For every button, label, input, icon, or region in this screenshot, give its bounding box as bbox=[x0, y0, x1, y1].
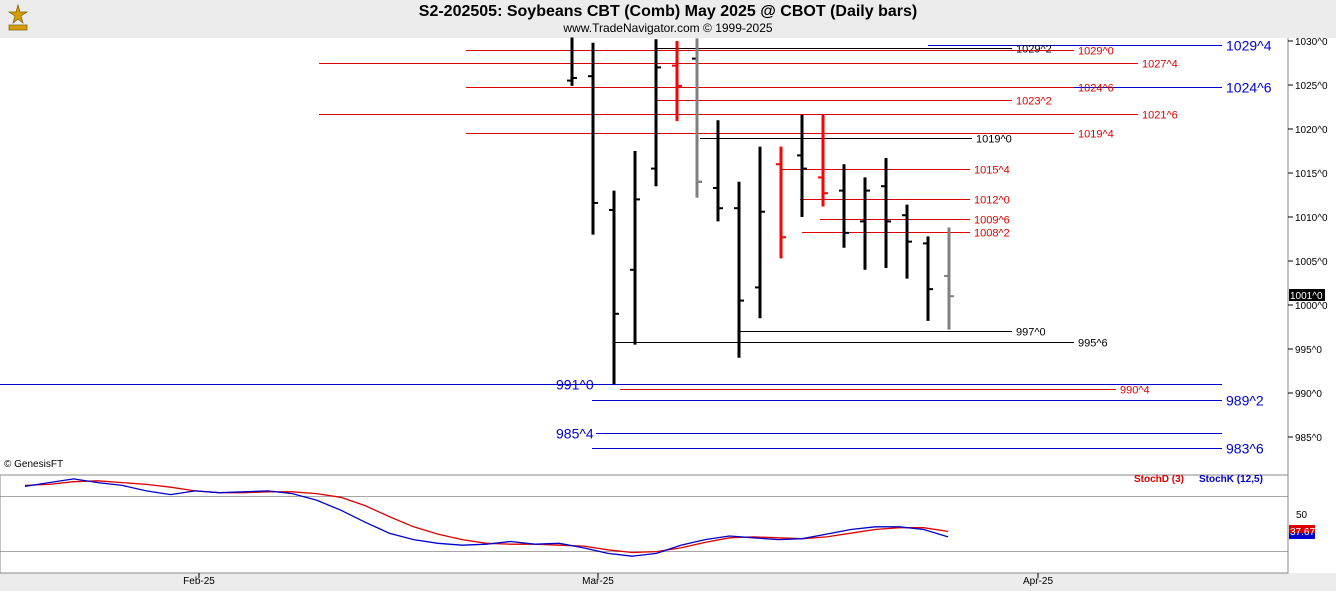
copyright-label: © GenesisFT bbox=[4, 459, 63, 470]
ohlc-bar bbox=[588, 42, 598, 235]
date-label: Feb-25 bbox=[183, 576, 215, 587]
price-axis bbox=[1288, 38, 1336, 475]
ohlc-bar bbox=[713, 120, 723, 222]
price-tick-label: 990^0 bbox=[1295, 389, 1322, 400]
chart-header: S2-202505: Soybeans CBT (Comb) May 2025 … bbox=[0, 0, 1336, 38]
stoch-last-label: 37.67 bbox=[1290, 527, 1315, 538]
ohlc-bar bbox=[567, 37, 577, 86]
price-bars bbox=[567, 37, 954, 385]
stoch-panel bbox=[0, 474, 1289, 574]
ohlc-bar bbox=[797, 114, 807, 217]
level-label: 985^4 bbox=[556, 426, 594, 442]
ohlc-bar bbox=[944, 227, 954, 330]
ohlc-bar bbox=[630, 151, 640, 345]
legend-stochd: StochD (3) bbox=[1134, 474, 1184, 485]
ohlc-bar bbox=[651, 39, 661, 187]
ohlc-bar bbox=[860, 177, 870, 270]
price-tick-label: 1005^0 bbox=[1295, 257, 1328, 268]
price-tick-label: 1000^0 bbox=[1295, 301, 1328, 312]
price-levels: 1029^4 1029^2 1029^0 1027^4 1024^6 1024^6 1023… bbox=[0, 38, 1272, 457]
level-label: 991^0 bbox=[556, 377, 594, 393]
level-label: 989^2 bbox=[1226, 393, 1264, 409]
ohlc-bar bbox=[609, 190, 619, 385]
logo-icon bbox=[3, 3, 33, 33]
price-tick-label: 985^0 bbox=[1295, 433, 1322, 444]
price-tick-label: 1030^0 bbox=[1295, 37, 1328, 48]
legend-stochk: StochK (12,5) bbox=[1199, 474, 1263, 485]
price-tick-label: 1010^0 bbox=[1295, 213, 1328, 224]
ohlc-bar bbox=[839, 164, 849, 248]
last-price-label: 1001^0 bbox=[1290, 291, 1323, 302]
stochk-line bbox=[24, 478, 949, 557]
price-tick-label: 1015^0 bbox=[1295, 169, 1328, 180]
ohlc-bar bbox=[902, 204, 912, 279]
level-label: 983^6 bbox=[1226, 441, 1264, 457]
level-label: 1019^0 bbox=[976, 134, 1012, 146]
ohlc-bar bbox=[818, 114, 828, 207]
ohlc-bar bbox=[672, 41, 682, 122]
chart-title: S2-202505: Soybeans CBT (Comb) May 2025 … bbox=[418, 3, 918, 20]
date-axis: Feb-25 Mar-25 Apr-25 bbox=[183, 573, 1053, 587]
ohlc-bar bbox=[776, 146, 786, 259]
price-axis-ticks: 1030^0 1025^0 1020^0 1015^0 1010^0 1005^0 1000… bbox=[1288, 37, 1328, 444]
ohlc-bar bbox=[755, 146, 765, 319]
level-label: 995^6 bbox=[1078, 338, 1108, 350]
last-price-box bbox=[1289, 289, 1325, 301]
stoch-lines bbox=[0, 478, 1288, 557]
level-label: 990^4 bbox=[1120, 385, 1150, 397]
date-label: Mar-25 bbox=[582, 576, 614, 587]
price-panel bbox=[0, 38, 1288, 475]
price-tick-label: 1020^0 bbox=[1295, 125, 1328, 136]
ohlc-bar bbox=[923, 236, 933, 321]
ohlc-bar bbox=[881, 158, 891, 269]
level-label: 1027^4 bbox=[1142, 59, 1178, 71]
chart-subtitle: www.TradeNavigator.com © 1999-2025 bbox=[563, 21, 773, 35]
level-label: 1015^4 bbox=[974, 165, 1010, 177]
level-label: 1008^2 bbox=[974, 228, 1010, 240]
level-label: 1023^2 bbox=[1016, 96, 1052, 108]
level-label: 997^0 bbox=[1016, 327, 1046, 339]
level-label: 1029^2 bbox=[1016, 44, 1052, 56]
level-label: 1021^6 bbox=[1142, 110, 1178, 122]
price-tick-label: 1025^0 bbox=[1295, 81, 1328, 92]
level-label: 1029^0 bbox=[1078, 46, 1114, 58]
ohlc-bar bbox=[695, 38, 702, 198]
stoch-tick-50: 50 bbox=[1296, 510, 1308, 521]
level-label: 1009^6 bbox=[974, 215, 1010, 227]
level-label: 1024^6 bbox=[1226, 80, 1272, 96]
level-label: 1019^4 bbox=[1078, 129, 1114, 141]
date-label: Apr-25 bbox=[1023, 576, 1053, 587]
level-label: 1029^4 bbox=[1226, 38, 1272, 54]
level-label: 1012^0 bbox=[974, 195, 1010, 207]
price-tick-label: 995^0 bbox=[1295, 345, 1322, 356]
stoch-axis bbox=[1288, 475, 1336, 573]
level-label: 1024^6 bbox=[1078, 83, 1114, 95]
ohlc-bar bbox=[734, 181, 744, 358]
